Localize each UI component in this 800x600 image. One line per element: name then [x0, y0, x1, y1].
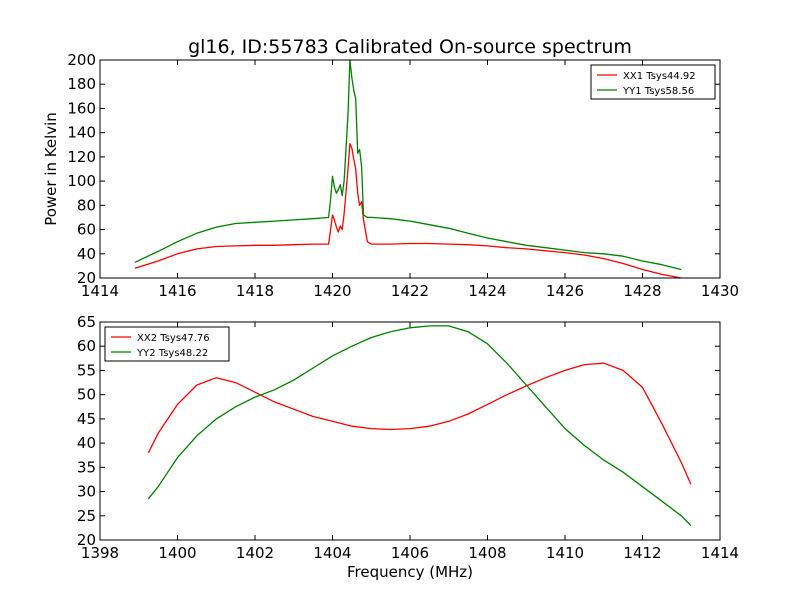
legend-box: [590, 64, 716, 100]
chart-title: gl16, ID:55783 Calibrated On-source spec…: [188, 36, 632, 58]
top-y-axis-label: Power in Kelvin: [42, 112, 60, 226]
bottom-y-tick-label: 40: [77, 434, 96, 452]
top-panel: 1414 1416 1418 1420 1422 1424 1426 1428 1430 20 40…: [67, 51, 739, 300]
bottom-x-axis-label: Frequency (MHz): [347, 563, 473, 581]
top-x-tick-label: 1426: [546, 282, 584, 300]
top-x-tick-label: 1416: [158, 282, 196, 300]
bottom-series-line-2: [147, 325, 692, 526]
bottom-x-tick-label: 1408: [468, 544, 506, 562]
top-y-tick-label: 60: [77, 221, 96, 239]
top-series-line-1: [134, 142, 682, 278]
bottom-y-tick-label: 45: [77, 410, 96, 428]
top-legend: XX1 Tsys44.92 YY1 Tsys58.56: [590, 64, 716, 100]
bottom-x-tick-label: 1410: [546, 544, 584, 562]
top-x-tick-label: 1424: [468, 282, 506, 300]
bottom-y-tick-label: 30: [77, 483, 96, 501]
top-series-line-2: [134, 60, 682, 271]
bottom-series-line-1: [147, 362, 692, 485]
legend-label: XX2 Tsys47.76: [137, 333, 210, 344]
top-y-tick-label: 200: [67, 51, 96, 69]
top-x-tick-label: 1428: [623, 282, 661, 300]
bottom-y-tick-label: 60: [77, 337, 96, 355]
legend-label: YY1 Tsys58.56: [622, 86, 694, 97]
top-y-tick-label: 20: [77, 269, 96, 287]
bottom-x-tick-label: 1414: [701, 544, 739, 562]
bottom-y-tick-label: 50: [77, 386, 96, 404]
bottom-x-tick-label: 1402: [236, 544, 274, 562]
top-x-tick-label: 1430: [701, 282, 739, 300]
bottom-x-tick-label: 1398: [81, 544, 119, 562]
top-y-tick-label: 120: [67, 148, 96, 166]
bottom-x-tick-label: 1406: [391, 544, 429, 562]
top-x-tick-label: 1420: [313, 282, 351, 300]
top-y-tick-label: 100: [67, 172, 96, 190]
bottom-x-tick-label: 1400: [158, 544, 196, 562]
top-y-tick-label: 80: [77, 196, 96, 214]
bottom-y-tick-label: 25: [77, 507, 96, 525]
top-y-tick-label: 180: [67, 75, 96, 93]
bottom-y-tick-label: 35: [77, 458, 96, 476]
bottom-y-tick-label: 20: [77, 531, 96, 549]
top-y-tick-label: 140: [67, 124, 96, 142]
bottom-legend: XX2 Tsys47.76 YY2 Tsys48.22: [104, 326, 230, 362]
bottom-x-tick-label: 1412: [623, 544, 661, 562]
top-x-tick-label: 1418: [236, 282, 274, 300]
bottom-panel: 1398 1400 1402 1404 1406 1408 1410 1412 1414 20 25…: [77, 313, 739, 562]
bottom-y-tick-label: 65: [77, 313, 96, 331]
legend-label: YY2 Tsys48.22: [136, 348, 208, 359]
bottom-y-tick-label: 55: [77, 361, 96, 379]
bottom-x-tick-label: 1404: [313, 544, 351, 562]
legend-box: [104, 326, 230, 362]
legend-label: XX1 Tsys44.92: [623, 71, 696, 82]
top-y-tick-label: 40: [77, 245, 96, 263]
top-x-tick-label: 1414: [81, 282, 119, 300]
top-x-tick-label: 1422: [391, 282, 429, 300]
top-y-tick-label: 160: [67, 99, 96, 117]
